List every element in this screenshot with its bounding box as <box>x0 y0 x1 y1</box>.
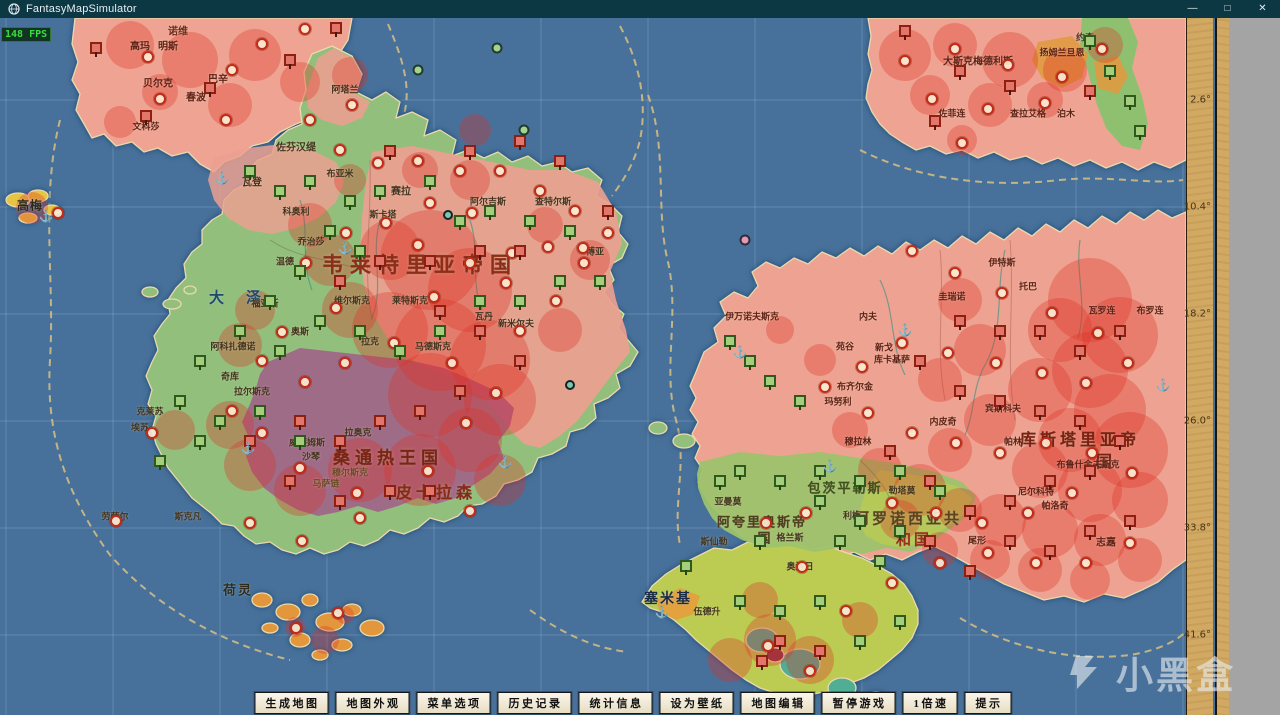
title-bar: FantasyMapSimulator — □ ✕ <box>0 0 1280 18</box>
toolbar-button-设为壁纸[interactable]: 设为壁纸 <box>659 692 734 714</box>
toolbar-button-暂停游戏[interactable]: 暂停游戏 <box>821 692 896 714</box>
close-button[interactable]: ✕ <box>1258 3 1267 14</box>
island-group-west[interactable] <box>141 285 696 449</box>
latitude-label: 18.2° <box>1183 308 1211 320</box>
toolbar-button-提示[interactable]: 提示 <box>964 692 1012 714</box>
latitude-label: 41.6° <box>1183 629 1211 641</box>
map-canvas[interactable] <box>0 18 1186 715</box>
window-title: FantasyMapSimulator <box>26 3 137 15</box>
province-borders <box>269 159 1016 531</box>
latitude-ruler: 2.6° 10.4° 18.2° 26.0° 33.8° 41.6° <box>1183 18 1213 715</box>
island-group-heling[interactable] <box>251 592 385 661</box>
toolbar-button-历史记录[interactable]: 历史记录 <box>497 692 572 714</box>
globe-app-icon <box>8 3 20 15</box>
toolbar-button-1倍速[interactable]: 1倍速 <box>902 692 958 714</box>
toolbar-button-统计信息[interactable]: 统计信息 <box>578 692 653 714</box>
latitude-label: 2.6° <box>1190 94 1211 106</box>
window-controls: — □ ✕ <box>1175 0 1280 18</box>
toolbar-button-生成地图[interactable]: 生成地图 <box>254 692 329 714</box>
minimize-button[interactable]: — <box>1187 3 1198 14</box>
maximize-button[interactable]: □ <box>1224 3 1231 14</box>
toolbar-button-地图外观[interactable]: 地图外观 <box>335 692 410 714</box>
fps-counter: 148 FPS <box>1 27 52 42</box>
latitude-label: 10.4° <box>1183 201 1211 213</box>
latitude-label: 33.8° <box>1183 522 1211 534</box>
toolbar-button-地图编辑[interactable]: 地图编辑 <box>740 692 815 714</box>
window-dead-space <box>1229 18 1280 715</box>
toolbar-button-菜单选项[interactable]: 菜单选项 <box>416 692 491 714</box>
bottom-toolbar: 生成地图 地图外观 菜单选项 历史记录 统计信息 设为壁纸 地图编辑 暂停游戏 1倍速 提示 <box>254 692 1012 714</box>
latitude-label: 26.0° <box>1183 415 1211 427</box>
influence-glow-layer <box>16 21 1168 684</box>
